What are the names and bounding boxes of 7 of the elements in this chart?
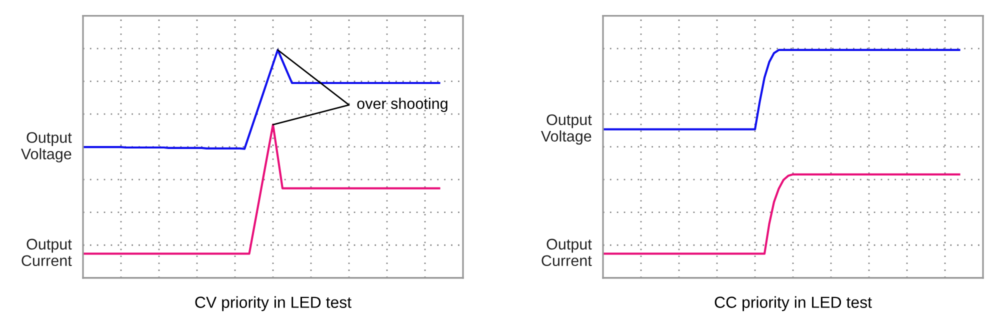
series-label: Output Current: [22, 238, 72, 266]
text: CC priority in LED test: [714, 296, 872, 312]
series-label: Output Current: [542, 238, 592, 266]
annotation: over shooting: [357, 98, 448, 112]
series-label: Output Voltage: [20, 132, 72, 162]
series-label: Output Voltage: [540, 114, 592, 145]
text: CV priority in LED test: [195, 296, 352, 312]
